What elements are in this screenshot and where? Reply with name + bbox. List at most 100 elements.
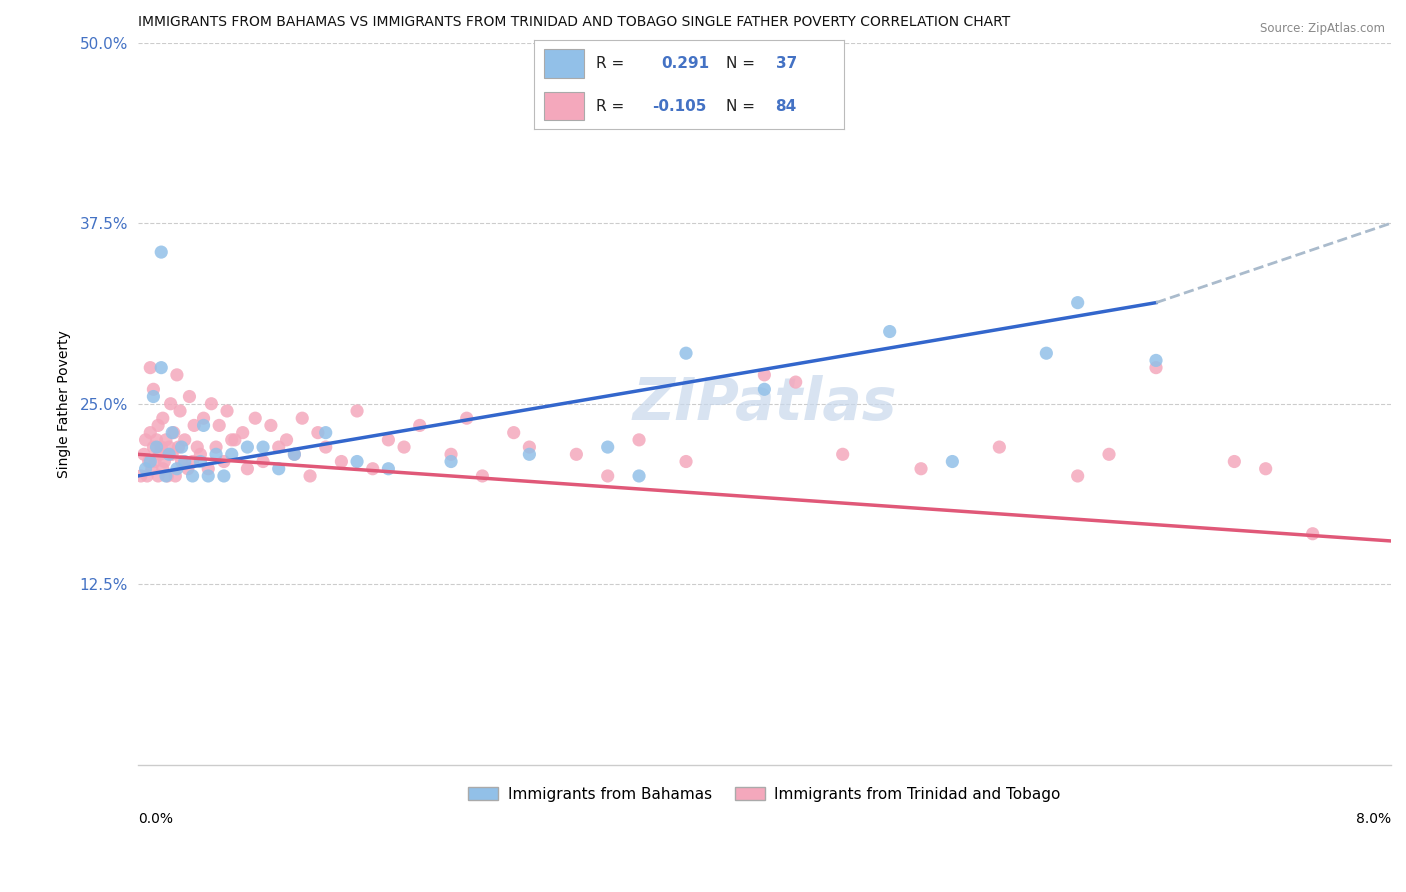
- Point: [315, 440, 337, 454]
- Point: [170, 454, 193, 468]
- Text: 0.291: 0.291: [661, 56, 709, 70]
- Point: [252, 454, 274, 468]
- Point: [181, 454, 204, 468]
- Point: [200, 397, 222, 411]
- Point: [1066, 469, 1088, 483]
- FancyBboxPatch shape: [544, 49, 583, 78]
- Point: [177, 462, 200, 476]
- Point: [675, 454, 697, 468]
- Point: [315, 425, 337, 440]
- Point: [565, 447, 588, 461]
- Point: [138, 454, 160, 468]
- Point: [440, 454, 463, 468]
- Point: [155, 433, 177, 447]
- Point: [1144, 360, 1167, 375]
- Point: [152, 411, 174, 425]
- Point: [145, 433, 167, 447]
- Text: 37: 37: [776, 56, 797, 70]
- Point: [205, 447, 228, 461]
- Point: [152, 462, 174, 476]
- Text: 0.0%: 0.0%: [138, 812, 173, 826]
- Point: [160, 425, 183, 440]
- Point: [1223, 454, 1246, 468]
- Point: [1144, 353, 1167, 368]
- Point: [149, 447, 172, 461]
- Point: [166, 368, 188, 382]
- Point: [181, 469, 204, 483]
- Text: Source: ZipAtlas.com: Source: ZipAtlas.com: [1260, 22, 1385, 36]
- Point: [283, 447, 305, 461]
- Text: R =: R =: [596, 99, 624, 113]
- Point: [754, 382, 776, 396]
- Point: [135, 462, 157, 476]
- Point: [160, 447, 183, 461]
- Point: [150, 440, 173, 454]
- Y-axis label: Single Father Poverty: Single Father Poverty: [58, 330, 72, 478]
- Point: [276, 433, 298, 447]
- Point: [156, 469, 179, 483]
- Point: [215, 404, 238, 418]
- Point: [267, 462, 290, 476]
- Point: [142, 382, 165, 396]
- Text: R =: R =: [596, 56, 624, 70]
- Point: [330, 454, 353, 468]
- Point: [143, 454, 166, 468]
- Point: [596, 469, 619, 483]
- Point: [754, 368, 776, 382]
- Point: [193, 418, 215, 433]
- Point: [157, 440, 180, 454]
- Point: [879, 325, 901, 339]
- Point: [139, 425, 162, 440]
- Point: [150, 360, 173, 375]
- Point: [139, 454, 162, 468]
- Point: [291, 411, 314, 425]
- Point: [409, 418, 432, 433]
- Point: [197, 462, 219, 476]
- Point: [169, 404, 191, 418]
- Point: [988, 440, 1011, 454]
- Text: IMMIGRANTS FROM BAHAMAS VS IMMIGRANTS FROM TRINIDAD AND TOBAGO SINGLE FATHER POV: IMMIGRANTS FROM BAHAMAS VS IMMIGRANTS FR…: [138, 15, 1010, 29]
- Text: 8.0%: 8.0%: [1355, 812, 1391, 826]
- Point: [145, 440, 167, 454]
- Point: [519, 447, 541, 461]
- Text: ZIPatlas: ZIPatlas: [633, 376, 897, 433]
- Point: [941, 454, 963, 468]
- Point: [910, 462, 932, 476]
- Point: [146, 469, 169, 483]
- Point: [163, 425, 186, 440]
- Point: [675, 346, 697, 360]
- Point: [132, 447, 155, 461]
- Point: [392, 440, 415, 454]
- Point: [346, 404, 368, 418]
- Point: [283, 447, 305, 461]
- Point: [260, 418, 283, 433]
- Point: [193, 411, 215, 425]
- Point: [519, 440, 541, 454]
- Point: [166, 462, 188, 476]
- Point: [831, 447, 853, 461]
- Point: [1066, 295, 1088, 310]
- Point: [173, 433, 195, 447]
- Point: [502, 425, 524, 440]
- Point: [157, 447, 180, 461]
- Point: [142, 390, 165, 404]
- Point: [186, 440, 208, 454]
- Point: [159, 397, 181, 411]
- Point: [155, 469, 177, 483]
- Point: [440, 447, 463, 461]
- Point: [221, 433, 243, 447]
- Point: [377, 433, 399, 447]
- Point: [1098, 447, 1121, 461]
- Point: [179, 390, 201, 404]
- Point: [1254, 462, 1277, 476]
- Point: [236, 440, 259, 454]
- Point: [173, 454, 195, 468]
- Point: [139, 360, 162, 375]
- Point: [252, 440, 274, 454]
- Point: [205, 440, 228, 454]
- Text: N =: N =: [725, 56, 755, 70]
- Point: [785, 375, 807, 389]
- Legend: Immigrants from Bahamas, Immigrants from Trinidad and Tobago: Immigrants from Bahamas, Immigrants from…: [461, 780, 1067, 808]
- Point: [224, 433, 246, 447]
- Point: [232, 425, 254, 440]
